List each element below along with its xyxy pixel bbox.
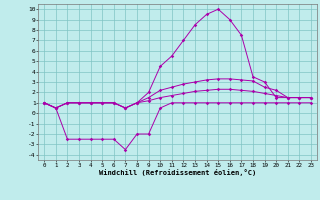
X-axis label: Windchill (Refroidissement éolien,°C): Windchill (Refroidissement éolien,°C) xyxy=(99,169,256,176)
